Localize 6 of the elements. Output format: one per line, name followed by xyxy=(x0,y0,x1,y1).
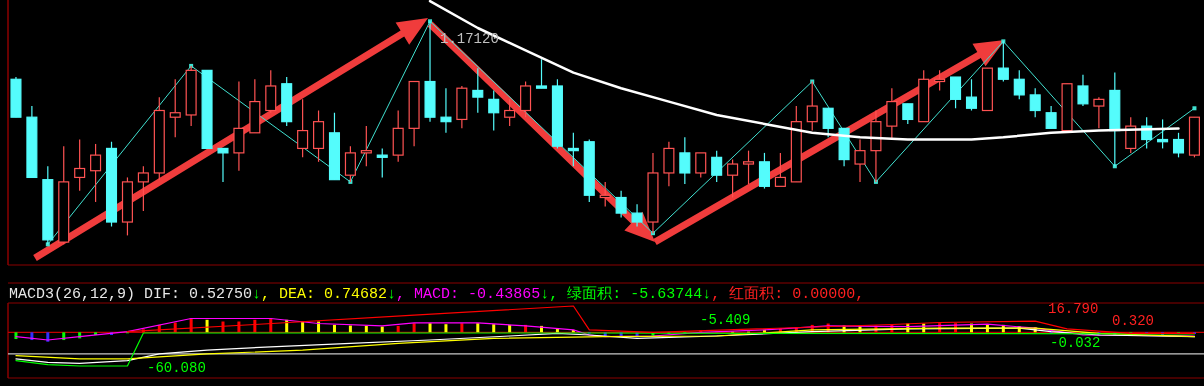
annotation: -60.080 xyxy=(147,360,206,376)
chart-title: MACD3(26,12,9) DIF: 0.52750↓, DEA: 0.74682↓, MACD: -0.43865↓, 绿面积: -5.63744↓, 红面积: 0.00000, xyxy=(9,286,865,303)
annotation: 16.790 xyxy=(1048,301,1099,317)
annotation: 0.320 xyxy=(1112,313,1155,329)
annotation: -0.032 xyxy=(1050,335,1101,351)
annotation: -5.409 xyxy=(700,312,751,328)
